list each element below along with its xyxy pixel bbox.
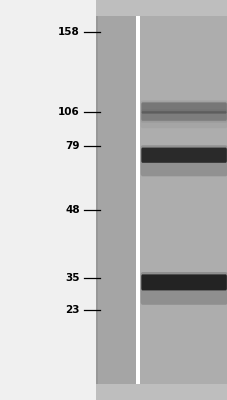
Bar — [140, 16, 227, 384]
FancyBboxPatch shape — [141, 148, 226, 163]
Text: 35: 35 — [65, 273, 79, 283]
Text: 79: 79 — [65, 141, 79, 151]
Text: 48: 48 — [65, 205, 79, 215]
Bar — [95, 16, 135, 384]
FancyBboxPatch shape — [140, 110, 227, 128]
Bar — [95, 16, 98, 384]
FancyBboxPatch shape — [140, 145, 227, 176]
Text: 106: 106 — [58, 107, 79, 117]
Text: 23: 23 — [65, 305, 79, 315]
FancyBboxPatch shape — [140, 100, 227, 123]
FancyBboxPatch shape — [141, 111, 226, 121]
Bar — [0, 0, 95, 400]
Text: 158: 158 — [58, 27, 79, 37]
FancyBboxPatch shape — [141, 274, 226, 290]
FancyBboxPatch shape — [140, 272, 227, 305]
FancyBboxPatch shape — [141, 102, 226, 114]
Bar — [135, 16, 140, 384]
